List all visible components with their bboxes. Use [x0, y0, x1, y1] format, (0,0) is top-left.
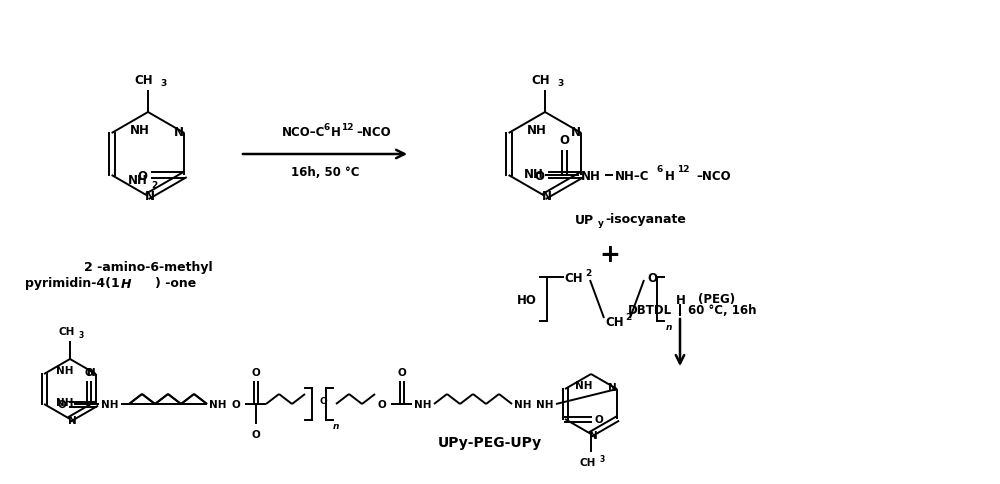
- Text: H: H: [331, 126, 341, 139]
- Text: O: O: [398, 367, 406, 377]
- Text: H: H: [121, 277, 131, 290]
- Text: NH: NH: [414, 399, 432, 409]
- Text: NH: NH: [524, 167, 544, 180]
- Text: CH: CH: [564, 271, 583, 284]
- Text: O: O: [85, 367, 93, 377]
- Text: +: +: [600, 242, 620, 267]
- Text: y: y: [598, 219, 604, 228]
- Text: 6: 6: [657, 165, 663, 174]
- Text: O: O: [595, 414, 603, 424]
- Text: 16h, 50 °C: 16h, 50 °C: [291, 166, 359, 179]
- Text: 12: 12: [341, 123, 354, 132]
- Text: NH: NH: [527, 123, 547, 136]
- Text: O: O: [377, 399, 386, 409]
- Text: -isocyanate: -isocyanate: [605, 213, 686, 226]
- Text: CH: CH: [135, 74, 153, 86]
- Text: O: O: [252, 429, 260, 439]
- Text: 6: 6: [324, 123, 330, 132]
- Text: N: N: [571, 125, 581, 138]
- Text: 3: 3: [599, 454, 605, 464]
- Text: pyrimidin-4(1: pyrimidin-4(1: [25, 277, 120, 290]
- Text: NH: NH: [128, 174, 148, 187]
- Text: CH: CH: [59, 326, 75, 336]
- Text: N: N: [542, 190, 552, 203]
- Text: UPy-PEG-UPy: UPy-PEG-UPy: [438, 435, 542, 449]
- Text: –NCO: –NCO: [356, 126, 391, 139]
- Text: NH: NH: [514, 399, 532, 409]
- Text: O: O: [647, 271, 657, 284]
- Text: N: N: [174, 125, 184, 138]
- Text: O: O: [560, 134, 570, 147]
- Text: O: O: [231, 399, 240, 409]
- Text: NH: NH: [56, 397, 74, 407]
- Text: CH: CH: [580, 457, 596, 467]
- Text: NCO–C: NCO–C: [282, 126, 325, 139]
- Text: O: O: [319, 397, 327, 406]
- Text: NH: NH: [130, 123, 150, 136]
- Text: N: N: [589, 430, 597, 440]
- Text: NH: NH: [581, 169, 601, 182]
- Text: NH: NH: [101, 399, 119, 409]
- Text: NH: NH: [536, 399, 554, 409]
- Text: 2: 2: [152, 180, 158, 189]
- Text: N: N: [87, 367, 95, 377]
- Text: HO: HO: [517, 293, 537, 306]
- Text: n: n: [666, 322, 672, 331]
- Text: 60 °C, 16h: 60 °C, 16h: [688, 304, 757, 317]
- Text: O: O: [534, 169, 544, 182]
- Text: H: H: [665, 169, 675, 182]
- Text: NH: NH: [56, 365, 74, 375]
- Text: (PEG): (PEG): [698, 293, 735, 306]
- Text: UP: UP: [575, 213, 594, 226]
- Text: 3: 3: [160, 78, 166, 87]
- Text: CH: CH: [532, 74, 550, 86]
- Text: ) -one: ) -one: [155, 277, 196, 290]
- Text: O: O: [252, 367, 260, 377]
- Text: 2 -amino-6-methyl: 2 -amino-6-methyl: [84, 260, 212, 273]
- Text: 12: 12: [677, 165, 689, 174]
- Text: H: H: [676, 293, 686, 306]
- Text: NH: NH: [209, 399, 227, 409]
- Text: N: N: [68, 415, 76, 425]
- Text: 3: 3: [78, 330, 84, 339]
- Text: O: O: [58, 399, 66, 409]
- Text: 3: 3: [557, 78, 563, 87]
- Text: N: N: [145, 190, 155, 203]
- Text: DBTDL: DBTDL: [628, 304, 672, 317]
- Text: NH: NH: [575, 380, 593, 390]
- Text: NH–C: NH–C: [615, 169, 649, 182]
- Text: 2: 2: [625, 312, 631, 321]
- Text: O: O: [137, 169, 147, 182]
- Text: N: N: [608, 382, 616, 392]
- Text: n: n: [333, 422, 339, 431]
- Text: 2: 2: [585, 268, 591, 277]
- Text: –NCO: –NCO: [697, 169, 731, 182]
- Text: CH: CH: [605, 315, 624, 328]
